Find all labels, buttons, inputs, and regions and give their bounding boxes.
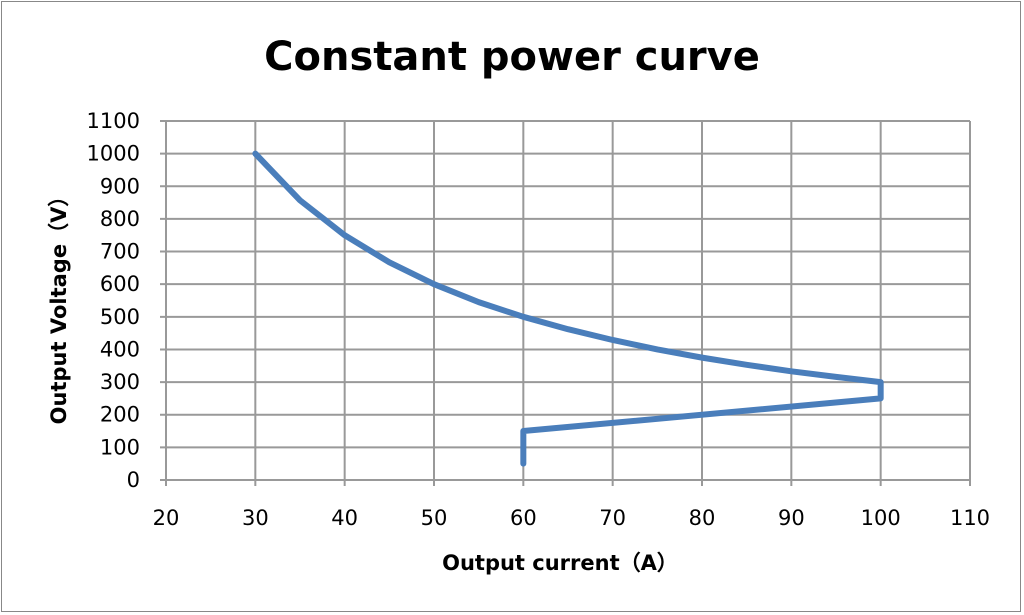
y-tick-label: 1100 — [87, 109, 140, 133]
y-tick-label: 700 — [100, 240, 140, 264]
y-tick-label: 500 — [100, 305, 140, 329]
x-tick-label: 60 — [510, 506, 537, 530]
y-tick-label: 600 — [100, 272, 140, 296]
series-line — [252, 150, 884, 467]
chart-title: Constant power curve — [264, 34, 760, 80]
x-tick-label: 90 — [778, 506, 805, 530]
x-tick-label: 70 — [599, 506, 626, 530]
y-tick-label: 0 — [127, 468, 140, 492]
x-tick-label: 30 — [242, 506, 269, 530]
tick-labels: 20 30 40 50 60 70 80 90 100 110010020030040050060… — [87, 109, 991, 530]
y-tick-label: 100 — [100, 435, 140, 459]
x-tick-label: 20 — [153, 506, 180, 530]
grid — [160, 120, 971, 486]
x-tick-label: 50 — [421, 506, 448, 530]
series — [252, 150, 884, 467]
x-tick-label: 40 — [331, 506, 358, 530]
y-tick-label: 1000 — [87, 142, 140, 166]
x-tick-label: 110 — [950, 506, 990, 530]
y-tick-label: 800 — [100, 207, 140, 231]
y-tick-label: 400 — [100, 337, 140, 361]
y-tick-label: 900 — [100, 174, 140, 198]
x-tick-label: 80 — [689, 506, 716, 530]
y-tick-label: 300 — [100, 370, 140, 394]
y-tick-label: 200 — [100, 403, 140, 427]
x-axis-label: Output current（A） — [442, 551, 678, 575]
y-axis-label: Output Voltage（V） — [47, 186, 71, 425]
x-tick-label: 100 — [861, 506, 901, 530]
